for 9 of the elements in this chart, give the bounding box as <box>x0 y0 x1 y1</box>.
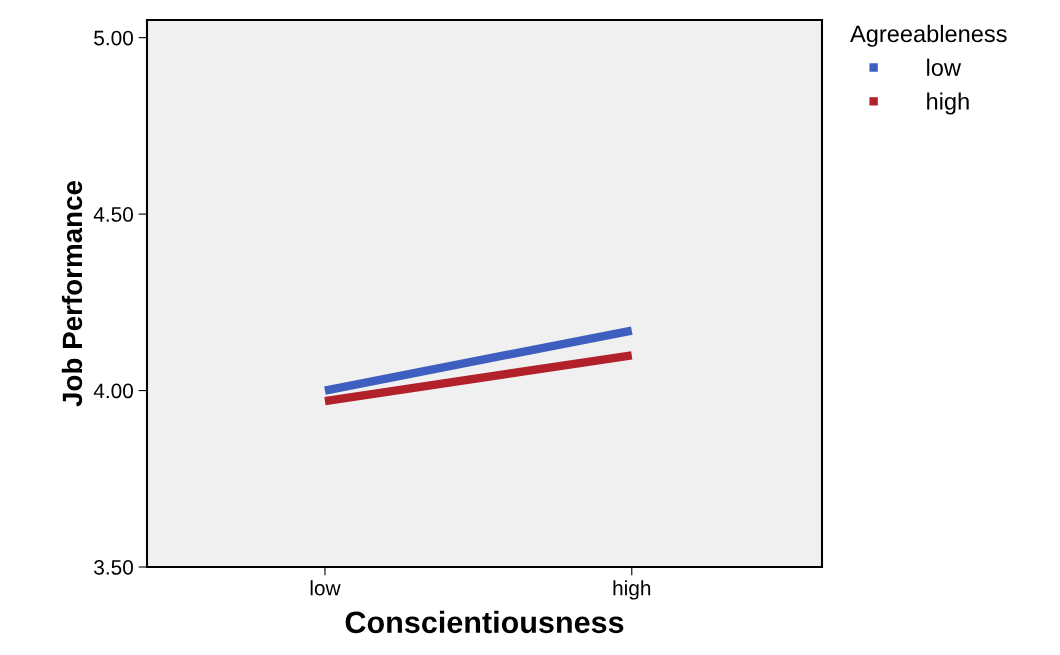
x-axis-title: Conscientiousness <box>345 610 624 634</box>
y-tick-label: 3.50 <box>94 560 133 575</box>
y-axis-title: Job Performance <box>61 180 83 407</box>
legend-label: high <box>927 92 969 115</box>
y-tick-label: 4.50 <box>93 207 133 222</box>
y-tick-label: 4.00 <box>93 383 133 399</box>
y-tick-label: 5.00 <box>94 30 133 46</box>
legend-title: Agreeableness <box>850 24 1007 47</box>
legend-label: low <box>927 58 962 76</box>
